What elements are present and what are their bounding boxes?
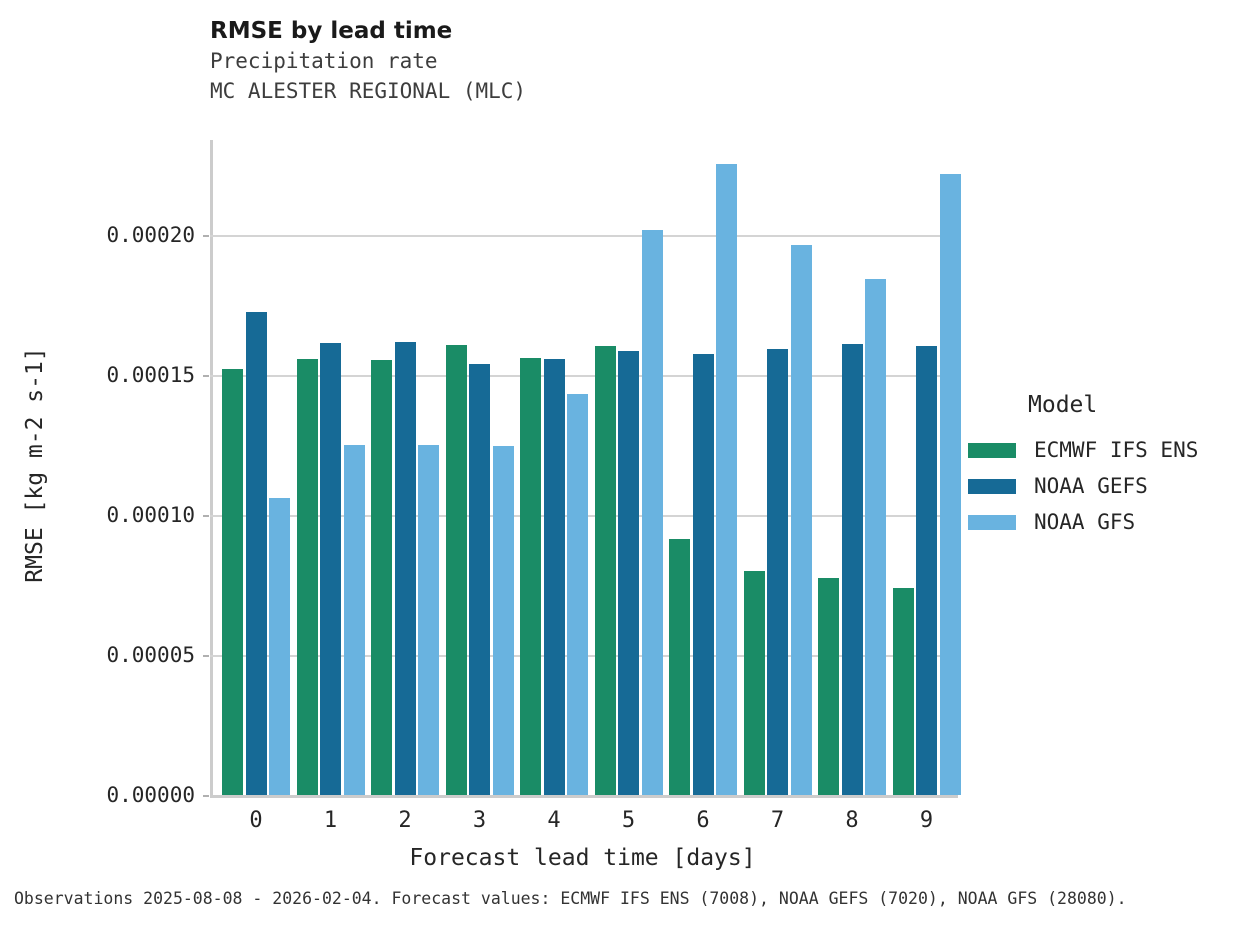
legend-swatch-icon <box>968 514 1016 530</box>
x-axis-tick-label: 1 <box>323 808 338 833</box>
bar <box>618 350 639 795</box>
bar <box>892 587 914 795</box>
bar <box>692 353 714 795</box>
bar <box>716 164 737 795</box>
legend-item-label: NOAA GEFS <box>1034 474 1148 498</box>
bar <box>818 578 839 795</box>
y-axis-spine <box>210 140 213 798</box>
bar <box>790 244 812 795</box>
y-axis-tick <box>203 375 209 377</box>
legend-entries: ECMWF IFS ENS NOAA GEFS NOAA GFS <box>968 432 1198 540</box>
bar <box>641 230 663 795</box>
bar <box>594 346 616 795</box>
x-axis-spine <box>210 795 958 798</box>
x-axis-tick-label: 9 <box>919 808 934 833</box>
x-axis-tick-label: 7 <box>770 808 785 833</box>
legend-title: Model <box>1028 392 1098 418</box>
x-axis-tick-label: 2 <box>398 808 412 833</box>
bar <box>520 357 541 795</box>
x-axis-tick-label: 3 <box>472 808 487 833</box>
bar <box>296 358 318 795</box>
bar <box>469 363 490 795</box>
bar <box>492 445 514 795</box>
plot-area <box>203 140 961 797</box>
bar <box>343 444 365 795</box>
y-axis-tick <box>203 235 209 237</box>
chart-subtitle: Precipitation rate <box>210 49 438 73</box>
bar <box>320 342 341 795</box>
x-axis-tick-label: 5 <box>621 808 636 833</box>
y-axis-tick <box>203 515 209 517</box>
legend-item-label: ECMWF IFS ENS <box>1034 438 1199 462</box>
x-axis-label: Forecast lead time [days] <box>409 845 756 871</box>
chart-station-name: MC ALESTER REGIONAL (MLC) <box>210 79 527 103</box>
bar <box>543 358 565 795</box>
bar <box>767 348 788 795</box>
y-axis-tick-label: 0.00010 <box>106 503 195 528</box>
legend-item[interactable]: ECMWF IFS ENS <box>968 432 1198 468</box>
bar <box>394 341 416 795</box>
y-axis-tick-label: 0.00020 <box>106 223 195 248</box>
x-axis-tick-label: 6 <box>696 808 710 833</box>
legend-swatch-icon <box>968 442 1016 458</box>
y-axis-tick-labels: 0.00000 0.00005 0.00010 0.00015 0.00020 <box>0 140 195 807</box>
bar <box>418 444 439 795</box>
y-axis-tick-label: 0.00000 <box>106 783 195 807</box>
bar <box>743 570 765 795</box>
bar <box>269 497 290 795</box>
x-axis-tick-label: 0 <box>249 808 263 833</box>
bar <box>865 279 886 795</box>
bar <box>567 393 588 795</box>
gridline <box>210 375 955 377</box>
x-axis-tick-label: 8 <box>845 808 859 833</box>
bar <box>669 538 690 795</box>
bar <box>245 311 267 795</box>
legend: Model ECMWF IFS ENS NOAA GEFS NOAA GFS <box>968 392 1198 540</box>
y-axis-label: RMSE [kg m-2 s-1] <box>22 347 48 583</box>
bar <box>222 368 243 795</box>
legend-item-label: NOAA GFS <box>1034 510 1136 534</box>
bar <box>371 360 392 795</box>
footer-note: Observations 2025-08-08 - 2026-02-04. Fo… <box>14 889 1127 908</box>
legend-swatch-icon <box>968 478 1016 494</box>
legend-item[interactable]: NOAA GEFS <box>968 468 1198 504</box>
y-axis-tick <box>203 655 209 657</box>
chart-title-block: RMSE by lead time Precipitation rate MC … <box>210 16 526 106</box>
y-axis-tick-label: 0.00005 <box>106 643 195 668</box>
bar <box>445 344 467 795</box>
legend-item[interactable]: NOAA GFS <box>968 504 1198 540</box>
bar <box>841 343 863 795</box>
page-title: RMSE by lead time <box>210 18 453 44</box>
bar <box>939 174 961 795</box>
bar <box>916 346 937 795</box>
y-axis-tick-label: 0.00015 <box>106 363 195 388</box>
gridline <box>210 235 955 237</box>
y-axis-tick <box>203 795 209 797</box>
x-axis-tick-label: 4 <box>547 808 561 833</box>
